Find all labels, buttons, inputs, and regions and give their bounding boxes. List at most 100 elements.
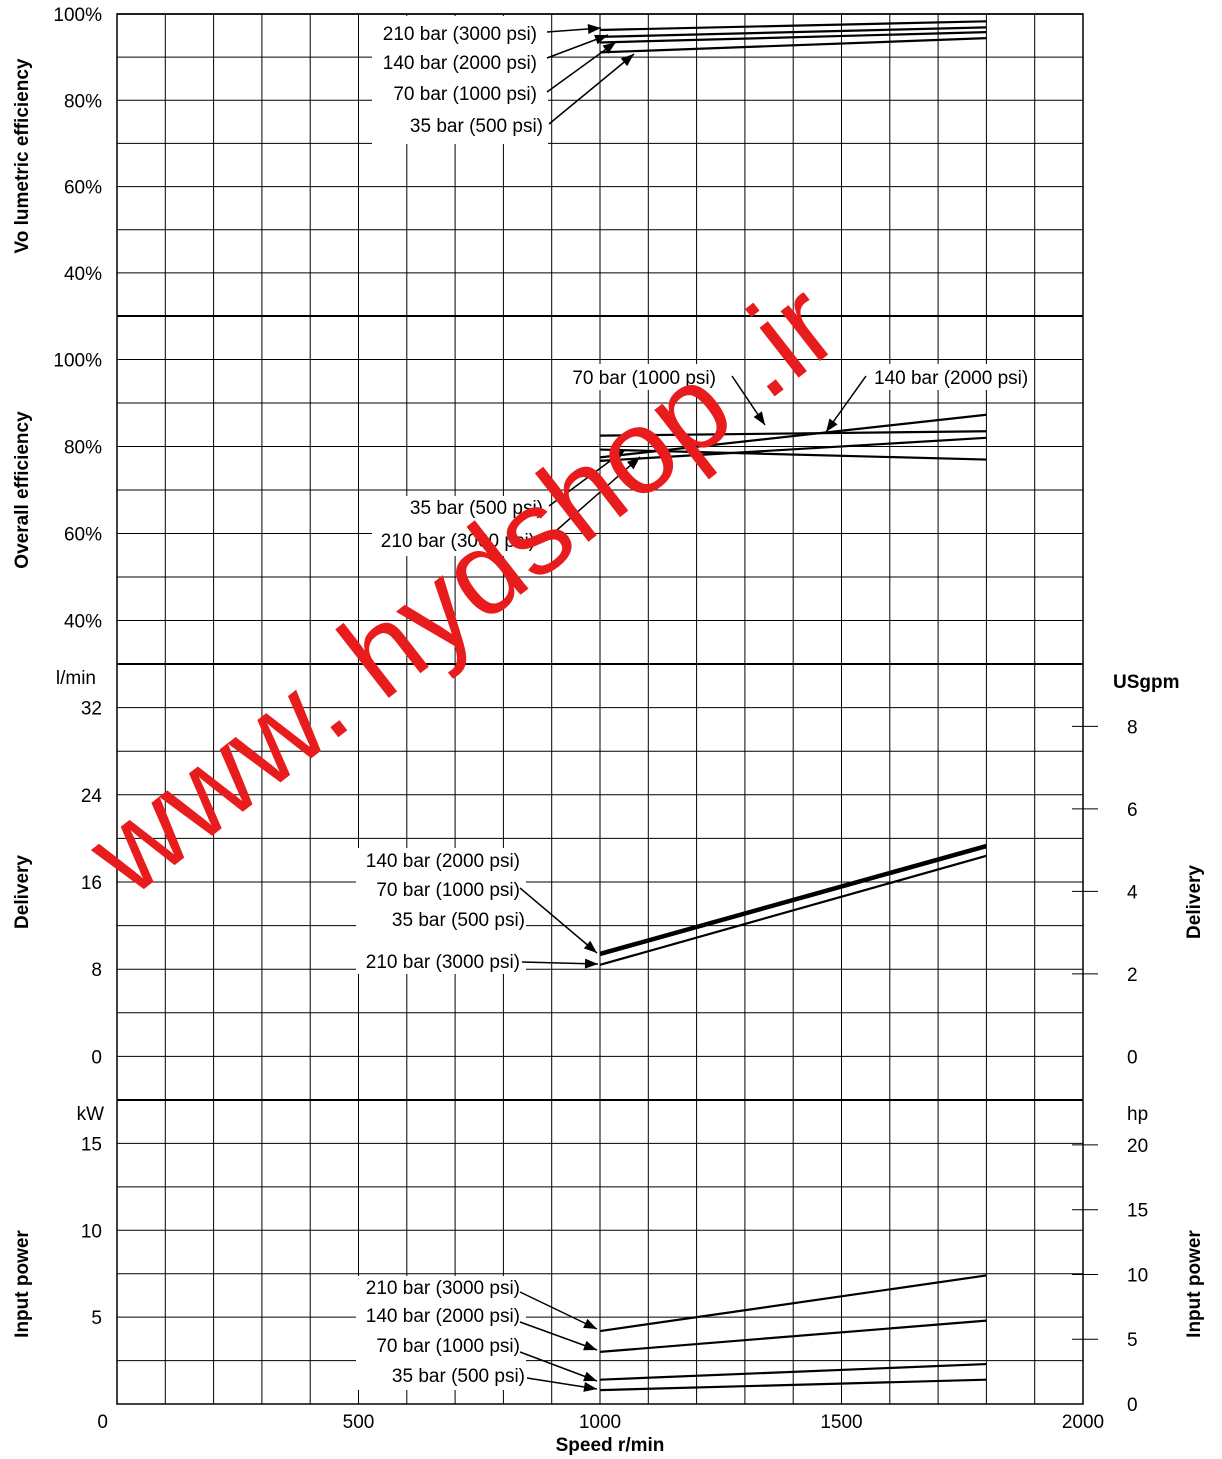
series-label: 210 bar (3000 psi) [366,1278,520,1299]
series-label: 35 bar (500 psi) [392,910,525,931]
label-background [356,848,526,974]
series-line [599,843,988,957]
leader-line [548,449,626,507]
y2-tick-label: 4 [1127,882,1138,903]
unit-label-right: USgpm [1113,672,1180,693]
arrowhead [583,1382,597,1392]
x-tick-label: 1500 [820,1412,862,1433]
y-tick-label: 8 [91,960,102,981]
series-line [599,26,987,38]
series-line [599,430,987,437]
series-label: 35 bar (500 psi) [410,498,543,519]
unit-label-right: hp [1127,1104,1148,1125]
y-tick-label: 80% [64,438,102,459]
arrowhead [583,1371,597,1382]
series-line [599,20,987,32]
leader-line [519,887,598,954]
unit-label-left: l/min [56,668,96,689]
arrowhead [587,23,601,34]
y2-tick-label: 5 [1127,1330,1138,1351]
label-background [570,364,720,390]
series-label: 35 bar (500 psi) [392,1366,525,1387]
arrowhead [594,34,608,45]
series-line [599,1319,987,1353]
series-line [599,1274,987,1333]
series-label: 140 bar (2000 psi) [383,53,537,74]
series-line [599,854,987,966]
label-background [372,16,548,144]
series-line [599,1362,987,1381]
grid [117,13,1083,1404]
series-lines [599,20,988,1392]
y2-tick-label: 15 [1127,1201,1148,1222]
y-axis-title: Overall efficiency [12,411,33,569]
arrowhead [826,418,838,432]
y-tick-label: 0 [91,1047,102,1068]
y-tick-label: 40% [64,264,102,285]
arrowhead [583,1340,597,1351]
y2-tick-label: 0 [1127,1395,1138,1416]
leader-line [546,41,617,93]
plot-frame [116,13,1084,1405]
arrowhead [583,1318,597,1329]
y-axis-title: Delivery [1184,865,1205,939]
series-label: 140 bar (2000 psi) [366,851,520,872]
y-tick-label: 10 [81,1221,102,1242]
series-label: 140 bar (2000 psi) [874,368,1028,389]
series-label: 70 bar (1000 psi) [393,84,537,105]
y-axis-title: Input power [1184,1230,1205,1338]
arrowhead [626,457,640,470]
series-line [599,31,987,44]
label-background [372,496,548,556]
arrowhead [583,940,597,953]
arrowhead [602,42,616,54]
y-tick-label: 32 [81,699,102,720]
series-label: 140 bar (2000 psi) [366,1306,520,1327]
y-tick-label: 60% [64,178,102,199]
series-label: 35 bar (500 psi) [410,116,543,137]
x-tick-label: 0 [97,1412,108,1433]
y-tick-label: 80% [64,91,102,112]
leader-line [548,456,641,538]
axes: 40%60%80%100%40%60%80%100%08162432510150… [12,5,1205,1456]
series-label: 210 bar (3000 psi) [381,531,535,552]
y-tick-label: 60% [64,525,102,546]
x-tick-label: 500 [343,1412,375,1433]
y-tick-label: 100% [53,5,102,26]
series-label: 210 bar (3000 psi) [383,24,537,45]
y2-tick-label: 6 [1127,800,1138,821]
arrowhead [584,958,598,969]
label-background [872,364,1034,390]
y-tick-label: 24 [81,786,103,807]
y2-tick-label: 8 [1127,717,1138,738]
arrowhead [753,411,765,425]
y2-tick-label: 2 [1127,965,1138,986]
leader-line [519,1291,598,1330]
series-label: 70 bar (1000 psi) [376,880,520,901]
y-tick-label: 5 [91,1308,102,1329]
arrowhead [611,450,625,462]
y2-tick-label: 20 [1127,1136,1148,1157]
leader-line [519,1321,598,1351]
leader-line [548,53,635,125]
series-line [599,1378,987,1392]
leader-line [519,1351,598,1382]
y-tick-label: 16 [81,873,102,894]
watermark: www. hydshop .ir [63,256,861,921]
series-label: 70 bar (1000 psi) [572,368,716,389]
unit-label-left: kW [77,1104,105,1125]
x-tick-label: 1000 [579,1412,621,1433]
y-axis-title: Vo lumetric efficiency [12,58,33,253]
series-line [599,436,987,462]
y-tick-label: 40% [64,612,102,633]
y-tick-label: 15 [81,1134,102,1155]
y-axis-title: Input power [12,1230,33,1338]
label-background [356,1276,526,1390]
series-label: 210 bar (3000 psi) [366,952,520,973]
y-tick-label: 100% [53,351,102,372]
x-axis-title: Speed r/min [556,1435,665,1456]
y-axis-title: Delivery [12,855,33,929]
annotations: 210 bar (3000 psi) 140 bar (2000 psi) 70 b… [356,16,1034,1392]
arrowhead [620,54,634,67]
